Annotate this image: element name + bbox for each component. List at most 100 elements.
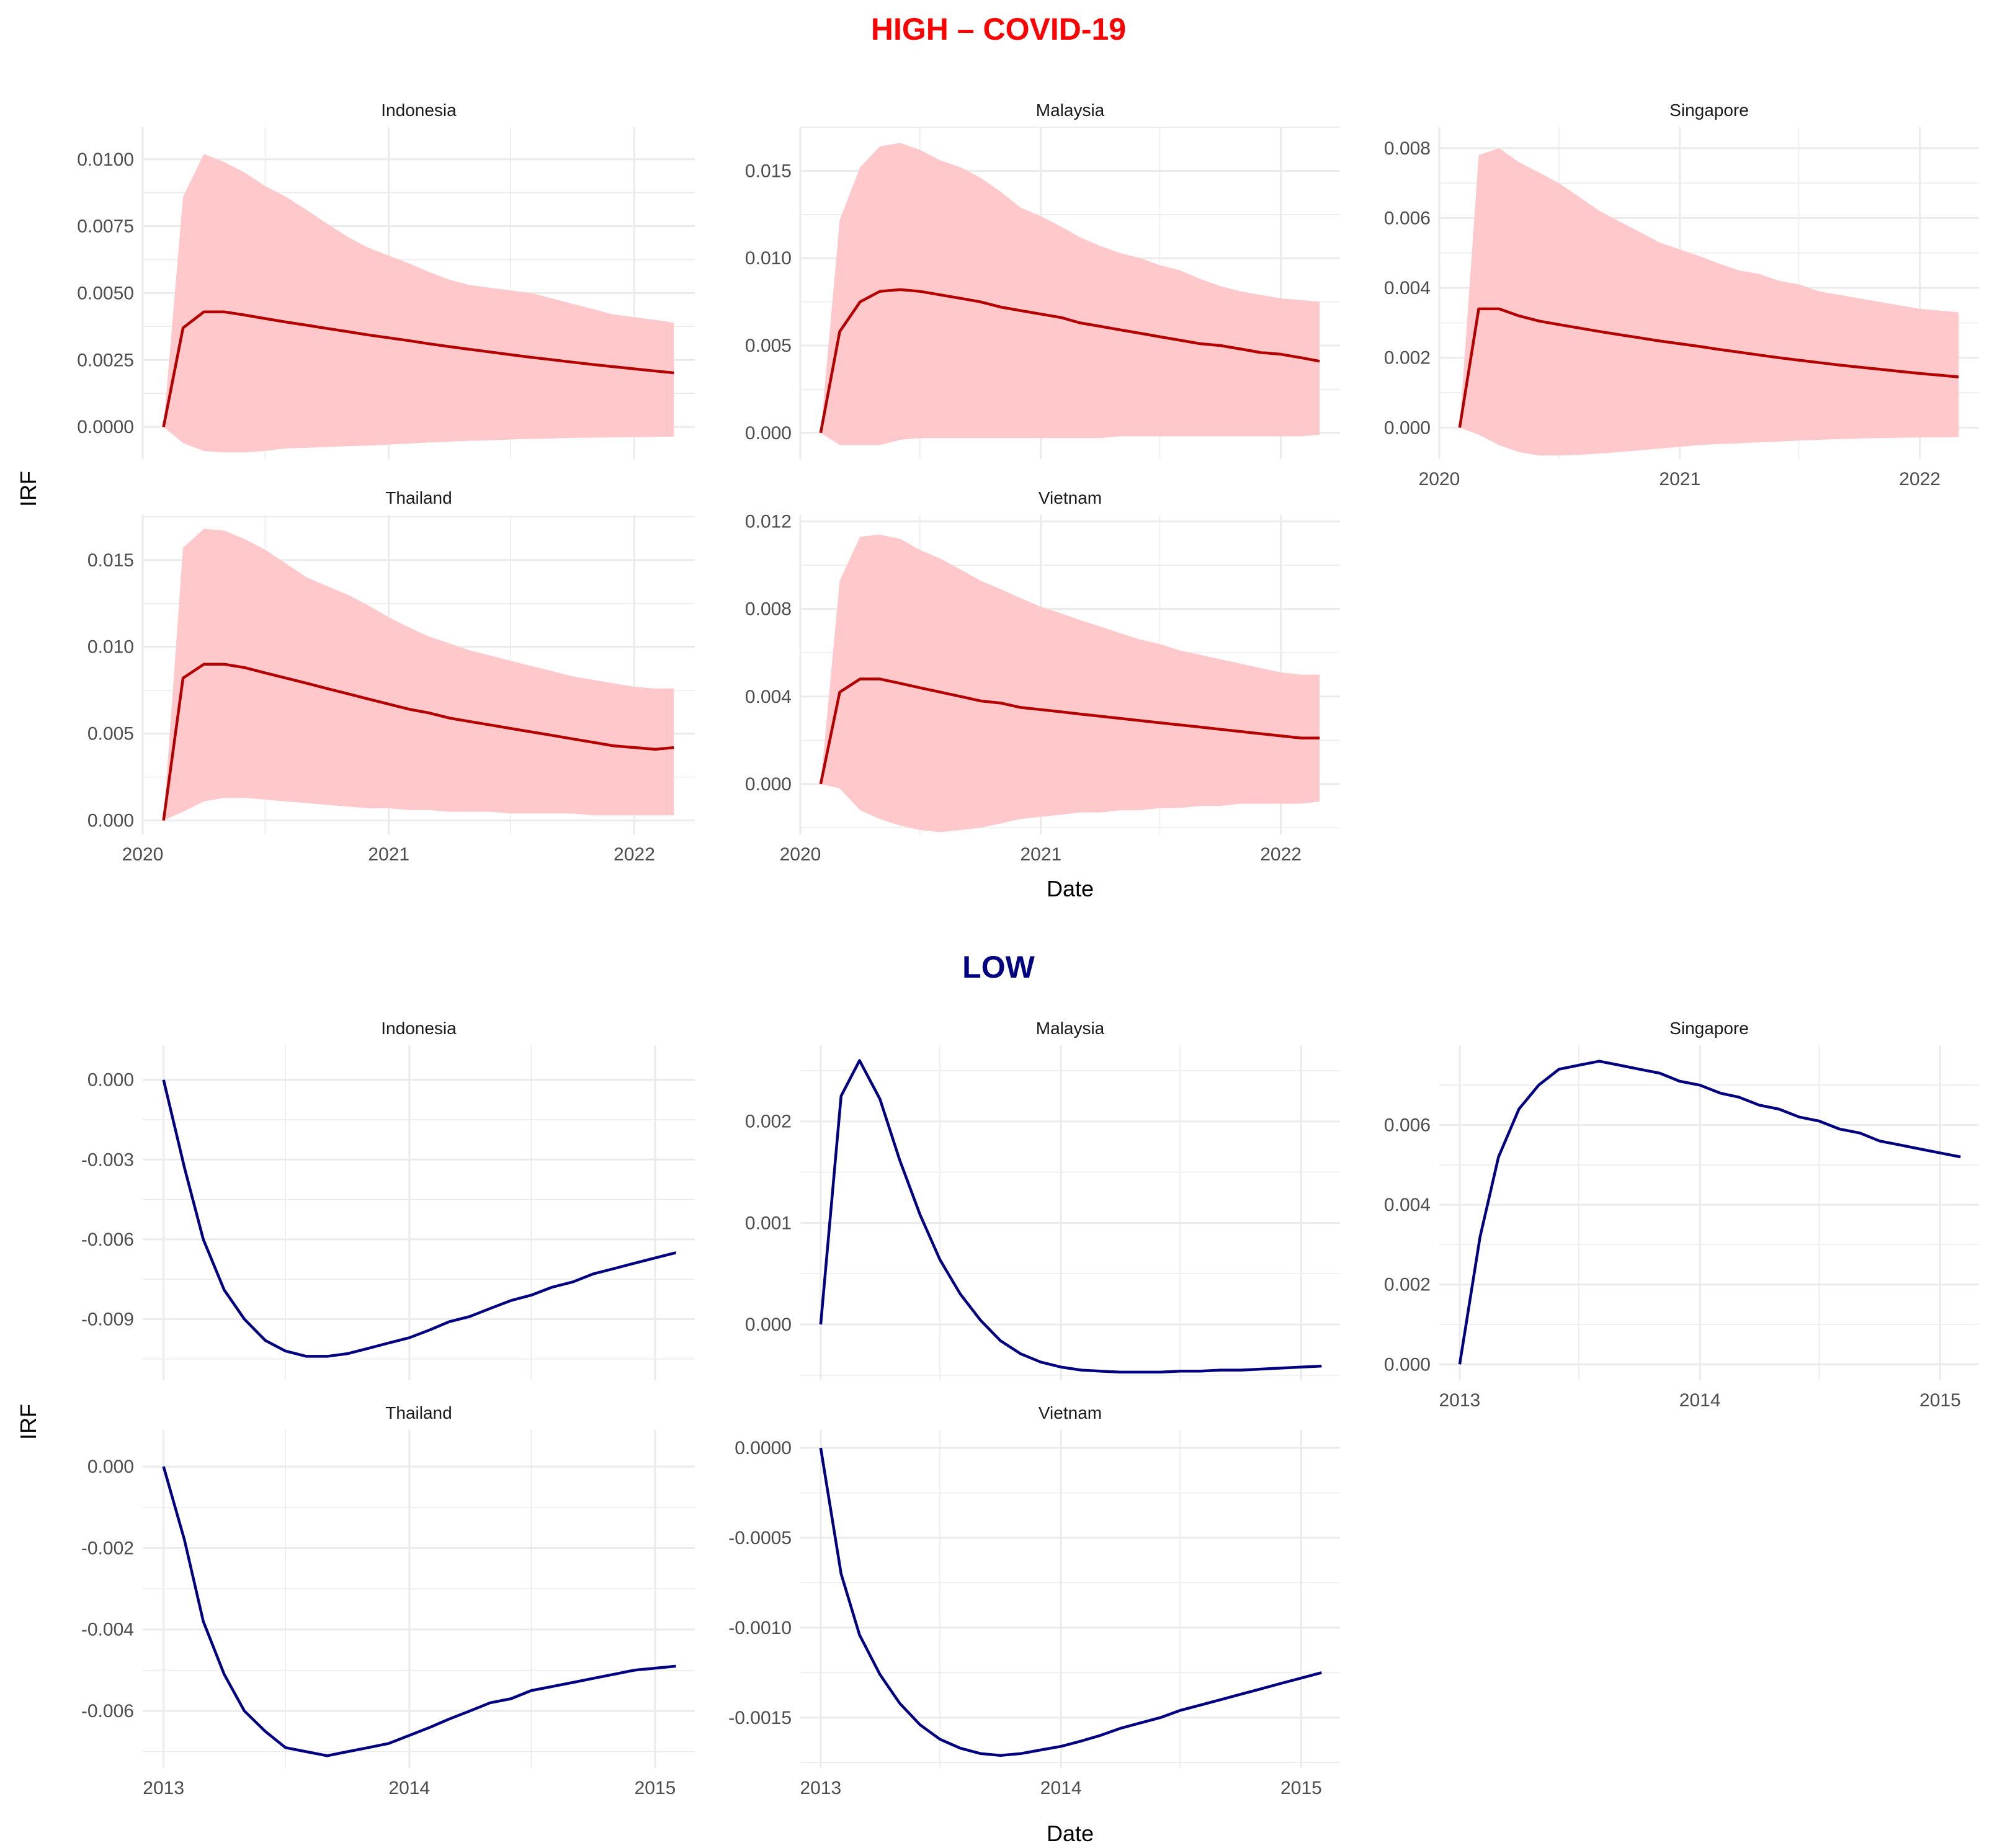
y-tick-label: 0.006 xyxy=(1384,208,1431,228)
panel-title: Indonesia xyxy=(381,100,457,120)
y-tick-label: 0.010 xyxy=(745,248,792,269)
y-tick-label: 0.0000 xyxy=(735,1438,792,1458)
panel-title: Vietnam xyxy=(1039,1403,1102,1422)
irf-line xyxy=(1458,307,1959,428)
high-section-title: HIGH – COVID-19 xyxy=(870,12,1127,47)
y-tick-label: 0.010 xyxy=(87,637,134,658)
x-tick-label: 2015 xyxy=(1919,1390,1961,1411)
x-tick-label: 2013 xyxy=(143,1778,184,1798)
high-x-axis-title: Date xyxy=(1047,876,1094,901)
y-tick-label: 0.012 xyxy=(745,512,792,532)
irf-line xyxy=(162,663,674,821)
irf-line xyxy=(819,1447,1322,1757)
x-tick-label: 2014 xyxy=(388,1778,430,1798)
panel-high-vietnam: Vietnam 0.000 0.004 0.008 0.012 2020 2021 2022 xyxy=(745,488,1340,865)
panel-high-thailand: Thailand 0.000 0.005 0.010 0.015 2020 2021 2022 xyxy=(87,488,695,865)
x-tick-label: 2020 xyxy=(122,844,164,865)
y-tick-label: -0.003 xyxy=(81,1149,134,1170)
x-tick-label: 2013 xyxy=(1439,1390,1481,1411)
low-x-axis-title: Date xyxy=(1047,1821,1094,1846)
panel-low-malaysia: Malaysia 0.000 0.001 0.002 xyxy=(745,1019,1340,1380)
y-tick-label: 0.000 xyxy=(745,1315,792,1335)
y-tick-label: 0.004 xyxy=(1384,1195,1431,1215)
y-tick-label: -0.004 xyxy=(81,1620,134,1640)
y-tick-label: 0.000 xyxy=(745,423,792,444)
y-tick-label: 0.0075 xyxy=(77,216,134,237)
x-tick-label: 2014 xyxy=(1040,1778,1082,1798)
high-y-axis-title: IRF xyxy=(16,471,41,507)
panel-title: Indonesia xyxy=(381,1019,457,1038)
irf-line xyxy=(1458,1060,1961,1365)
x-tick-label: 2015 xyxy=(635,1778,676,1798)
y-tick-label: 0.006 xyxy=(1384,1115,1431,1136)
x-tick-label: 2021 xyxy=(1659,469,1700,489)
y-tick-label: 0.002 xyxy=(1384,1275,1431,1295)
low-section-title: LOW xyxy=(962,950,1035,984)
irf-line xyxy=(819,1059,1322,1374)
panel-title: Singapore xyxy=(1669,1019,1749,1038)
irf-line xyxy=(819,677,1320,785)
y-tick-label: 0.002 xyxy=(1384,348,1431,368)
x-tick-label: 2015 xyxy=(1280,1778,1322,1798)
panel-high-singapore: Singapore 0.000 0.002 0.004 0.006 0.008 2020 20… xyxy=(1384,100,1979,489)
panel-low-vietnam: Vietnam 0.0000 -0.0005 -0.0010 -0.0015 2013 20… xyxy=(728,1403,1340,1798)
panel-title: Malaysia xyxy=(1036,100,1105,120)
panel-high-indonesia: Indonesia 0.0000 0.0025 0.0050 0.0075 0.0100 xyxy=(77,100,695,459)
panel-high-malaysia: Malaysia 0.000 0.005 0.010 0.015 xyxy=(745,100,1340,459)
x-tick-label: 2014 xyxy=(1679,1390,1721,1411)
y-tick-label: 0.0000 xyxy=(77,417,134,437)
y-tick-label: 0.0025 xyxy=(77,350,134,370)
irf-line xyxy=(162,1466,676,1757)
confidence-band xyxy=(163,154,674,453)
panel-low-singapore: Singapore 0.000 0.002 0.004 0.006 2013 2014 201… xyxy=(1384,1019,1979,1411)
low-y-axis-title: IRF xyxy=(16,1404,41,1440)
y-tick-label: 0.002 xyxy=(745,1112,792,1132)
x-tick-label: 2021 xyxy=(1020,844,1061,865)
x-tick-label: 2020 xyxy=(780,844,821,865)
y-tick-label: 0.008 xyxy=(1384,138,1431,159)
y-tick-label: 0.004 xyxy=(745,687,792,707)
y-tick-label: -0.0015 xyxy=(728,1708,792,1728)
irf-line xyxy=(819,288,1320,434)
y-tick-label: 0.000 xyxy=(1384,1354,1431,1375)
x-tick-label: 2022 xyxy=(1899,469,1941,489)
y-tick-label: 0.0100 xyxy=(77,150,134,170)
y-tick-label: 0.004 xyxy=(1384,278,1431,298)
y-tick-label: -0.006 xyxy=(81,1701,134,1721)
y-tick-label: 0.005 xyxy=(87,724,134,744)
y-tick-label: -0.006 xyxy=(81,1230,134,1250)
y-tick-label: 0.008 xyxy=(745,599,792,620)
panel-title: Malaysia xyxy=(1036,1019,1105,1038)
x-tick-label: 2022 xyxy=(1260,844,1302,865)
y-tick-label: 0.000 xyxy=(745,774,792,795)
panel-title: Singapore xyxy=(1669,100,1749,120)
y-tick-label: 0.000 xyxy=(87,1070,134,1091)
y-tick-label: -0.009 xyxy=(81,1309,134,1329)
panel-title: Thailand xyxy=(385,488,452,507)
panel-title: Vietnam xyxy=(1039,488,1102,507)
x-tick-label: 2022 xyxy=(614,844,655,865)
y-tick-label: 0.0050 xyxy=(77,283,134,304)
y-tick-label: 0.001 xyxy=(745,1213,792,1233)
y-tick-label: 0.015 xyxy=(87,550,134,571)
y-tick-label: -0.002 xyxy=(81,1538,134,1558)
y-tick-label: 0.000 xyxy=(1384,417,1431,438)
y-tick-label: 0.000 xyxy=(87,811,134,831)
y-tick-label: 0.015 xyxy=(745,161,792,181)
y-tick-label: 0.005 xyxy=(745,336,792,356)
confidence-band xyxy=(1459,148,1959,456)
x-tick-label: 2021 xyxy=(368,844,409,865)
confidence-band xyxy=(820,143,1320,445)
panel-title: Thailand xyxy=(385,1403,452,1422)
irf-line xyxy=(162,310,674,427)
x-tick-label: 2013 xyxy=(800,1778,842,1798)
confidence-band xyxy=(163,529,674,821)
y-tick-label: -0.0010 xyxy=(728,1618,792,1638)
y-tick-label: -0.0005 xyxy=(728,1528,792,1548)
irf-line xyxy=(162,1079,677,1358)
panel-low-thailand: Thailand 0.000 -0.002 -0.004 -0.006 2013 2014 2… xyxy=(81,1403,695,1798)
confidence-band xyxy=(820,534,1320,832)
panel-low-indonesia: Indonesia 0.000 -0.003 -0.006 -0.009 xyxy=(81,1019,695,1380)
y-tick-label: 0.000 xyxy=(87,1457,134,1477)
